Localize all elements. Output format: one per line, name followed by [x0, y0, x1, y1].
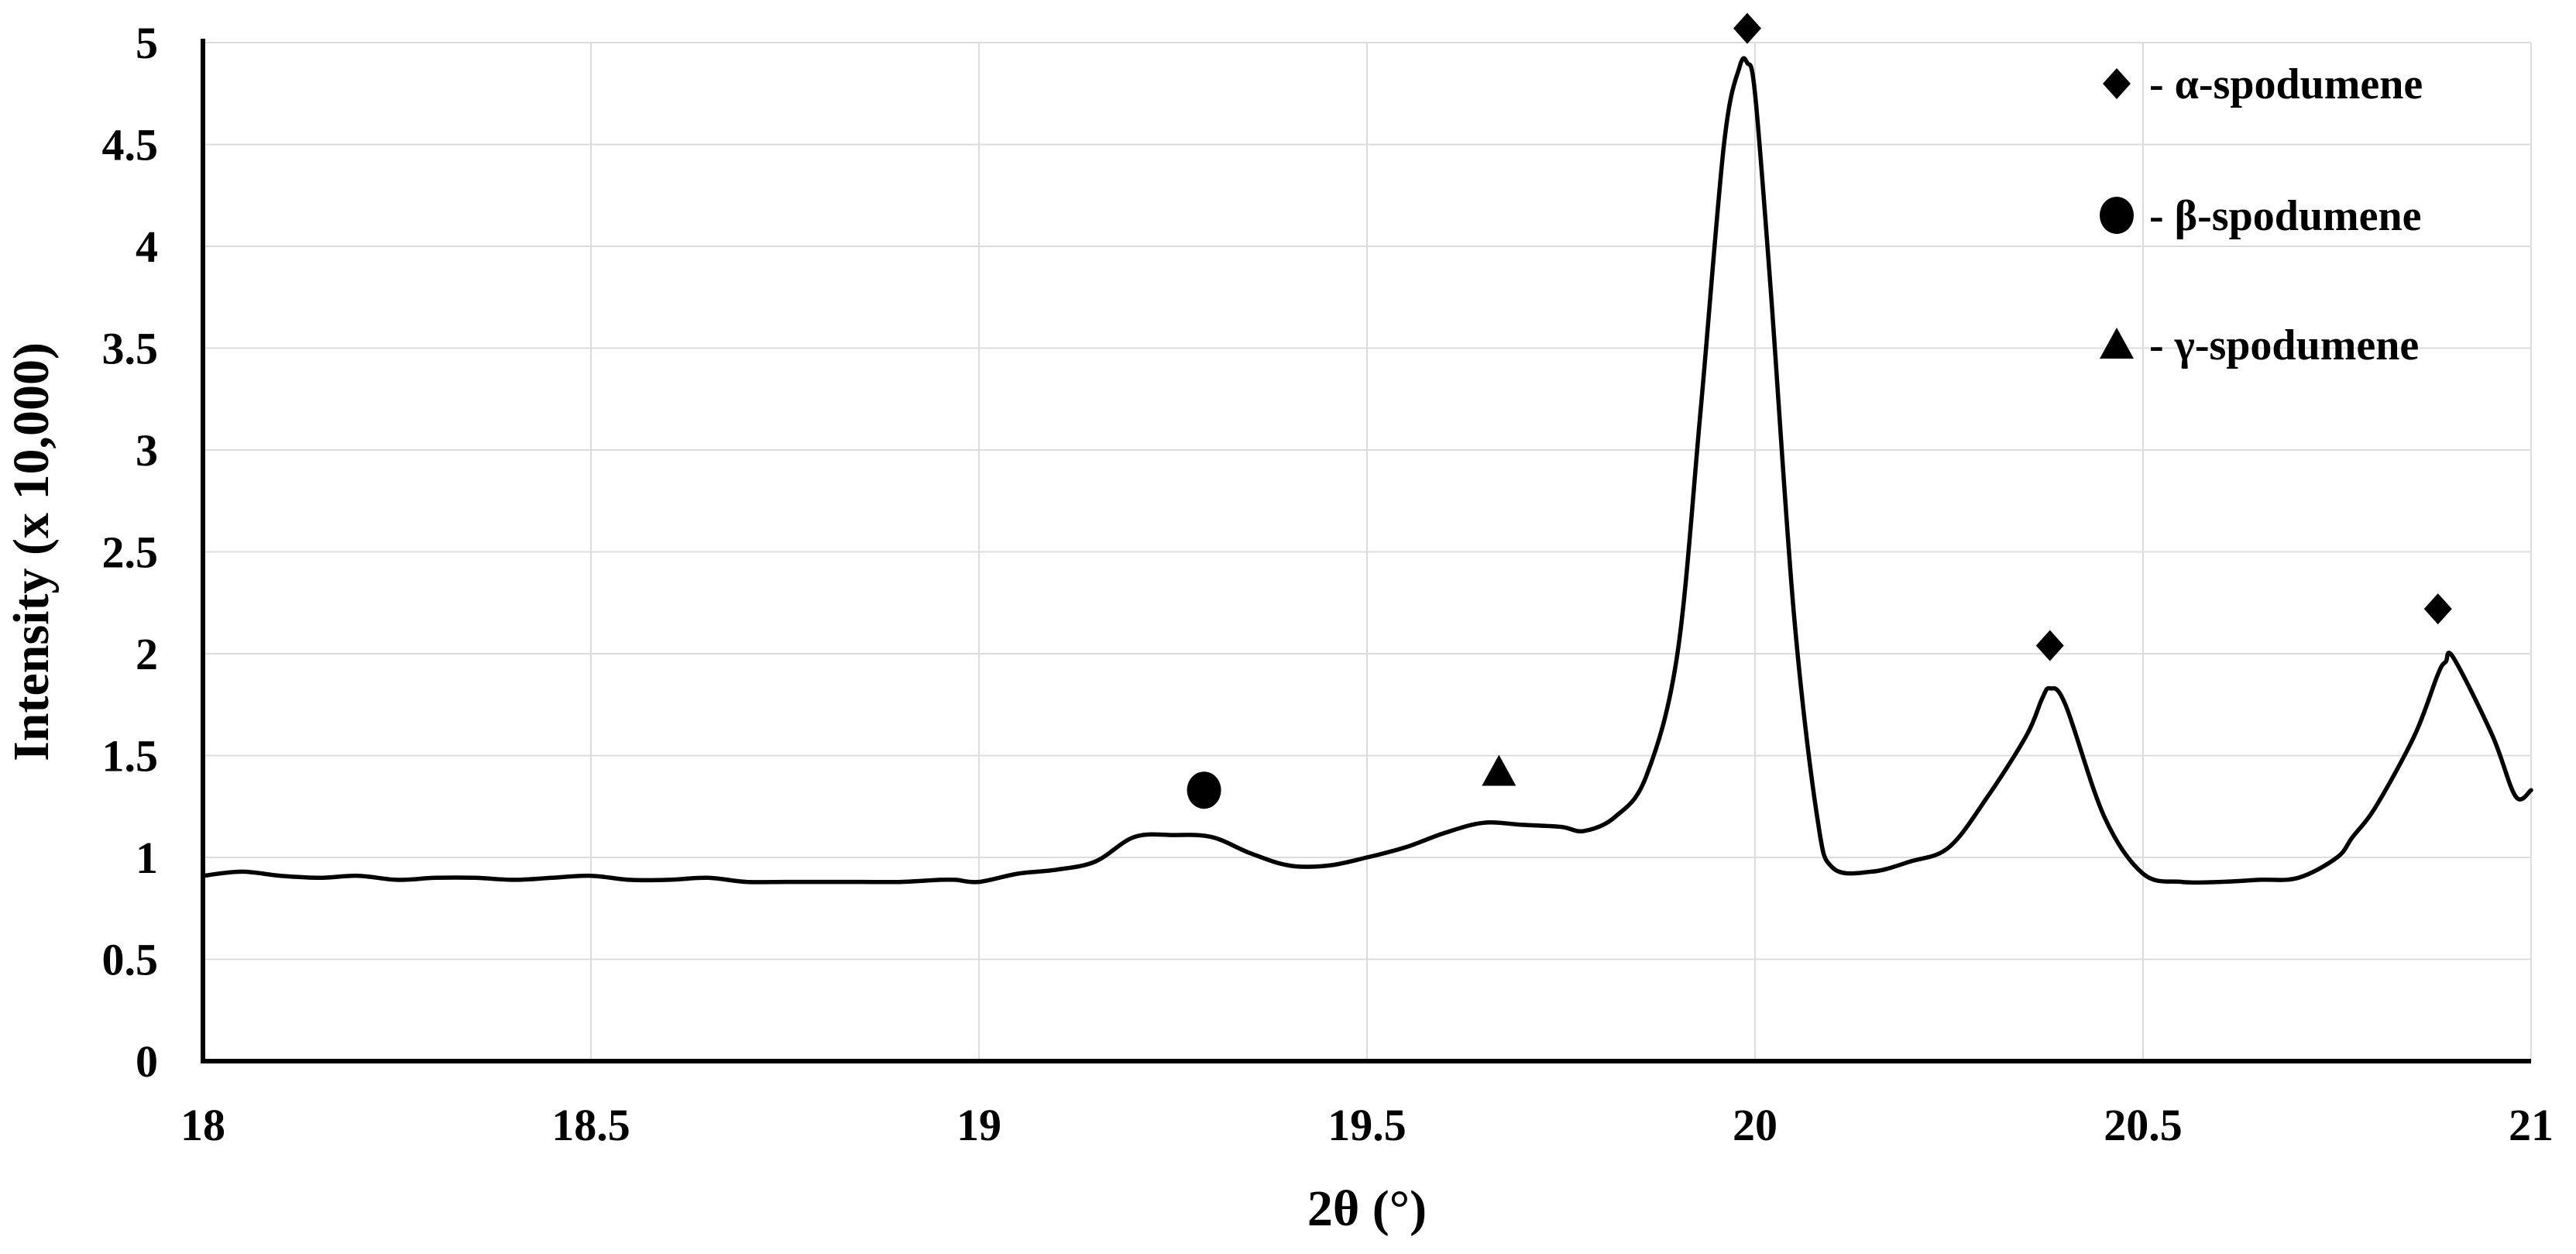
peak-markers [1187, 12, 2452, 809]
y-tick-label: 3 [136, 425, 158, 476]
y-axis-title: Intensity (x 10,000) [3, 342, 60, 761]
peak-marker-circle-icon [1187, 771, 1221, 809]
x-tick-label: 20 [1733, 1100, 1777, 1150]
y-tick-label: 0 [136, 1036, 158, 1087]
x-tick-label: 18.5 [551, 1100, 630, 1150]
y-tick-label: 2.5 [102, 527, 159, 578]
x-tick-label: 18 [180, 1100, 225, 1150]
legend-circle-icon [2100, 197, 2134, 234]
x-tick-label: 20.5 [2104, 1100, 2183, 1150]
y-tick-label: 2 [136, 629, 158, 679]
y-tick-labels: 0 0.5 1 1.5 2 2.5 3 3.5 4 4.5 5 [102, 18, 159, 1087]
y-tick-label: 5 [136, 18, 158, 68]
y-tick-label: 0.5 [102, 935, 159, 985]
y-tick-label: 1 [136, 833, 158, 883]
y-tick-label: 4 [136, 222, 158, 272]
x-tick-label: 19.5 [1327, 1100, 1406, 1150]
legend: - α-spodumene - β-spodumene - γ-spodumene [2100, 60, 2423, 369]
x-tick-label: 19 [957, 1100, 1001, 1150]
x-tick-label: 21 [2509, 1100, 2554, 1150]
y-tick-label: 4.5 [102, 120, 159, 170]
grid [203, 42, 2532, 1061]
y-tick-label: 3.5 [102, 324, 159, 374]
legend-entry-label: - γ-spodumene [2149, 321, 2419, 369]
axes [201, 39, 2531, 1063]
x-tick-labels: 18 18.5 19 19.5 20 20.5 21 [180, 1100, 2554, 1150]
peak-marker-triangle-icon [1482, 754, 1516, 786]
legend-diamond-icon [2103, 68, 2131, 99]
y-tick-label: 1.5 [102, 731, 159, 782]
peak-marker-diamond-icon [2423, 593, 2452, 625]
peak-marker-diamond-icon [1733, 12, 1761, 44]
legend-entry-label: - α-spodumene [2149, 60, 2423, 108]
x-axis-title: 2θ (°) [1307, 1180, 1427, 1237]
legend-entry-label: - β-spodumene [2149, 192, 2422, 240]
xrd-pattern-line [201, 56, 2533, 885]
peak-marker-diamond-icon [2035, 630, 2064, 661]
legend-triangle-icon [2100, 328, 2134, 359]
series [201, 56, 2533, 885]
